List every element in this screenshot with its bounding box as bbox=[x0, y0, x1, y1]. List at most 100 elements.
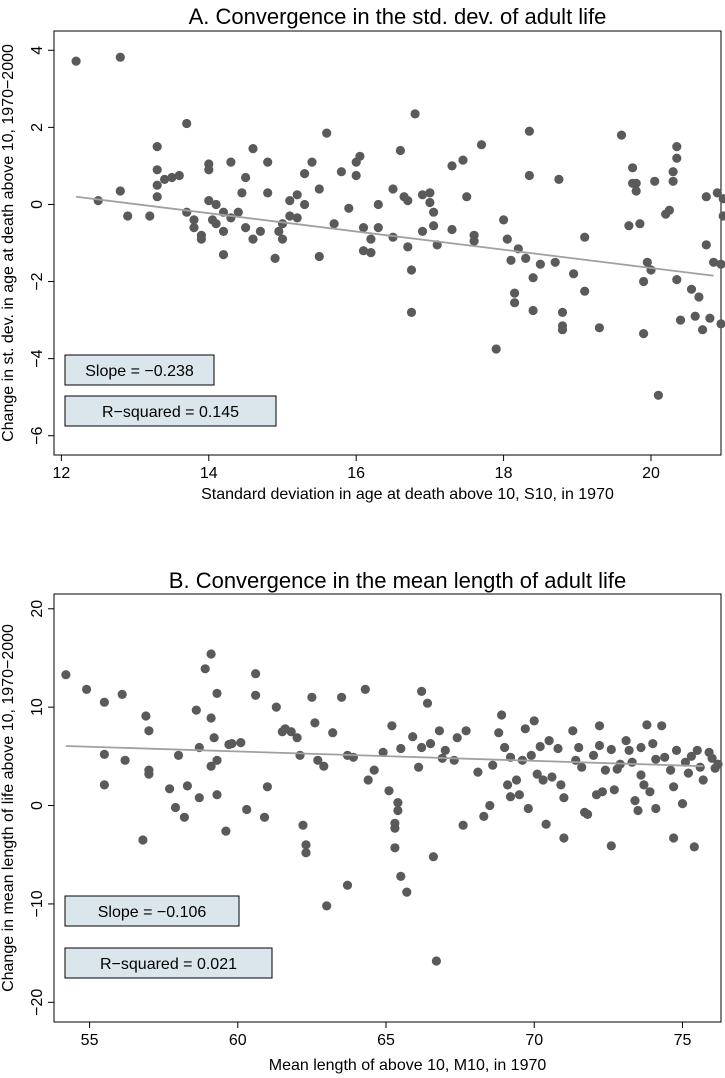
data-point bbox=[528, 273, 538, 283]
data-point bbox=[636, 742, 646, 753]
data-point bbox=[524, 126, 535, 136]
r-squared-annotation-box bbox=[64, 395, 277, 427]
data-point bbox=[406, 265, 417, 275]
y-tick-label: −10 bbox=[29, 890, 46, 917]
data-point bbox=[698, 325, 708, 335]
data-point bbox=[285, 196, 295, 206]
data-point bbox=[648, 739, 658, 749]
data-point bbox=[145, 211, 155, 221]
data-point bbox=[99, 697, 109, 707]
slope-annotation: Slope = −0.106 bbox=[98, 904, 207, 921]
data-point bbox=[319, 761, 329, 771]
data-point bbox=[173, 750, 184, 761]
data-point bbox=[270, 253, 280, 263]
data-point bbox=[410, 109, 420, 119]
data-point bbox=[672, 153, 682, 163]
data-point bbox=[218, 226, 229, 236]
data-point bbox=[99, 749, 109, 760]
x-tick-label: 75 bbox=[674, 1032, 692, 1049]
data-point bbox=[144, 769, 154, 779]
data-point bbox=[431, 956, 441, 966]
data-point bbox=[554, 174, 564, 184]
data-point bbox=[285, 211, 295, 221]
data-point bbox=[373, 199, 383, 210]
y-tick-label: 0 bbox=[29, 200, 46, 209]
x-tick-label: 70 bbox=[525, 1032, 543, 1049]
data-point bbox=[628, 163, 638, 173]
data-point bbox=[182, 118, 192, 129]
data-point bbox=[277, 234, 288, 244]
data-point bbox=[701, 240, 711, 250]
data-point bbox=[621, 736, 631, 746]
data-point bbox=[363, 775, 373, 785]
data-point bbox=[152, 192, 162, 202]
data-point bbox=[692, 745, 702, 756]
data-point bbox=[500, 742, 510, 753]
data-point bbox=[642, 720, 652, 730]
data-point bbox=[298, 820, 308, 830]
slope-annotation-box bbox=[64, 895, 240, 927]
x-tick-label: 12 bbox=[52, 465, 70, 482]
data-point bbox=[473, 767, 483, 777]
y-axis-label: Change in st. dev. in age at death above… bbox=[0, 44, 17, 442]
data-point bbox=[206, 713, 216, 723]
data-point bbox=[241, 223, 251, 233]
x-axis-label: Standard deviation in age at death above… bbox=[201, 486, 614, 503]
data-point bbox=[212, 790, 222, 800]
data-point bbox=[535, 741, 545, 752]
data-point bbox=[271, 702, 281, 712]
data-point bbox=[292, 733, 302, 743]
data-point bbox=[212, 688, 222, 699]
data-point bbox=[553, 743, 563, 754]
x-tick-label: 14 bbox=[200, 465, 218, 482]
data-point bbox=[115, 186, 125, 196]
data-point bbox=[61, 670, 71, 680]
data-point bbox=[514, 790, 525, 800]
data-point bbox=[583, 809, 593, 820]
data-point bbox=[429, 207, 439, 217]
data-point bbox=[263, 157, 273, 167]
data-point bbox=[262, 782, 272, 792]
data-point bbox=[580, 286, 590, 296]
data-point bbox=[402, 887, 412, 897]
data-point bbox=[639, 276, 649, 287]
y-tick-label: −6 bbox=[29, 427, 46, 445]
data-point bbox=[686, 751, 697, 761]
data-point bbox=[494, 728, 504, 738]
data-point bbox=[689, 842, 699, 852]
plot-frame bbox=[53, 30, 722, 456]
data-point bbox=[292, 213, 302, 223]
data-point bbox=[639, 329, 649, 339]
data-point bbox=[594, 323, 605, 333]
data-point bbox=[301, 840, 311, 850]
data-point bbox=[314, 184, 324, 194]
data-point bbox=[716, 319, 725, 329]
data-point bbox=[179, 812, 189, 822]
fit-line bbox=[65, 745, 704, 768]
data-point bbox=[675, 315, 686, 325]
r-squared-annotation: R−squared = 0.145 bbox=[102, 404, 239, 421]
data-point bbox=[123, 211, 133, 221]
data-point bbox=[165, 784, 175, 794]
data-point bbox=[577, 762, 587, 772]
data-point bbox=[557, 307, 568, 317]
x-tick-label: 20 bbox=[642, 465, 660, 482]
data-point bbox=[631, 186, 641, 196]
x-tick-label: 65 bbox=[377, 1032, 395, 1049]
data-point bbox=[393, 798, 403, 808]
data-point bbox=[395, 145, 405, 156]
y-axis-label: Change in mean length of life above 10, … bbox=[0, 624, 17, 992]
chart-title: A. Convergence in the std. dev. of adult… bbox=[189, 4, 607, 29]
data-point bbox=[355, 151, 365, 161]
data-point bbox=[502, 234, 512, 244]
data-point bbox=[152, 180, 162, 190]
data-point bbox=[417, 226, 428, 236]
data-point bbox=[600, 765, 611, 775]
data-point bbox=[666, 765, 676, 775]
data-point bbox=[425, 197, 435, 208]
data-point bbox=[387, 721, 397, 731]
data-point bbox=[209, 733, 219, 743]
data-point bbox=[532, 769, 542, 779]
data-point bbox=[307, 157, 317, 167]
data-point bbox=[695, 762, 705, 772]
